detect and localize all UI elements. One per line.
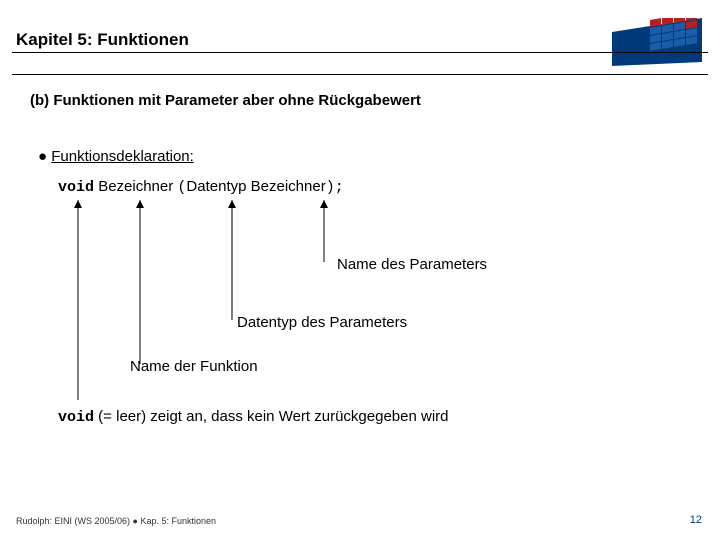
page-number: 12 [690, 514, 702, 526]
decl-close: ); [326, 179, 344, 196]
slide: Kapitel 5: Funktionen (b) Funktionen mit… [0, 0, 720, 540]
slide-subtitle: (b) Funktionen mit Parameter aber ohne R… [30, 92, 421, 109]
declaration-line: void Bezeichner (Datentyp Bezeichner); [58, 178, 344, 196]
label-param-type: Datentyp des Parameters [237, 314, 407, 331]
bullet-funcdecl: ● Funktionsdeklaration: [38, 148, 194, 165]
bullet-label: Funktionsdeklaration: [51, 148, 194, 165]
chapter-title: Kapitel 5: Funktionen [16, 30, 189, 50]
kw-void: void [58, 179, 94, 196]
void-explanation-text: (= leer) zeigt an, dass kein Wert zurück… [94, 408, 448, 425]
decl-ident2: Bezeichner [251, 178, 326, 195]
label-param-name: Name des Parameters [337, 256, 487, 273]
void-explanation: void (= leer) zeigt an, dass kein Wert z… [58, 408, 449, 426]
label-func-name: Name der Funktion [130, 358, 258, 375]
corner-logo [612, 18, 702, 66]
footer-left: Rudolph: EINI (WS 2005/06) ● Kap. 5: Fun… [16, 516, 216, 526]
decl-ident1: Bezeichner [98, 178, 173, 195]
header-rule-bottom [12, 74, 708, 75]
header-rule-top [12, 52, 708, 53]
kw-void-2: void [58, 409, 94, 426]
decl-datatype: Datentyp [186, 178, 246, 195]
